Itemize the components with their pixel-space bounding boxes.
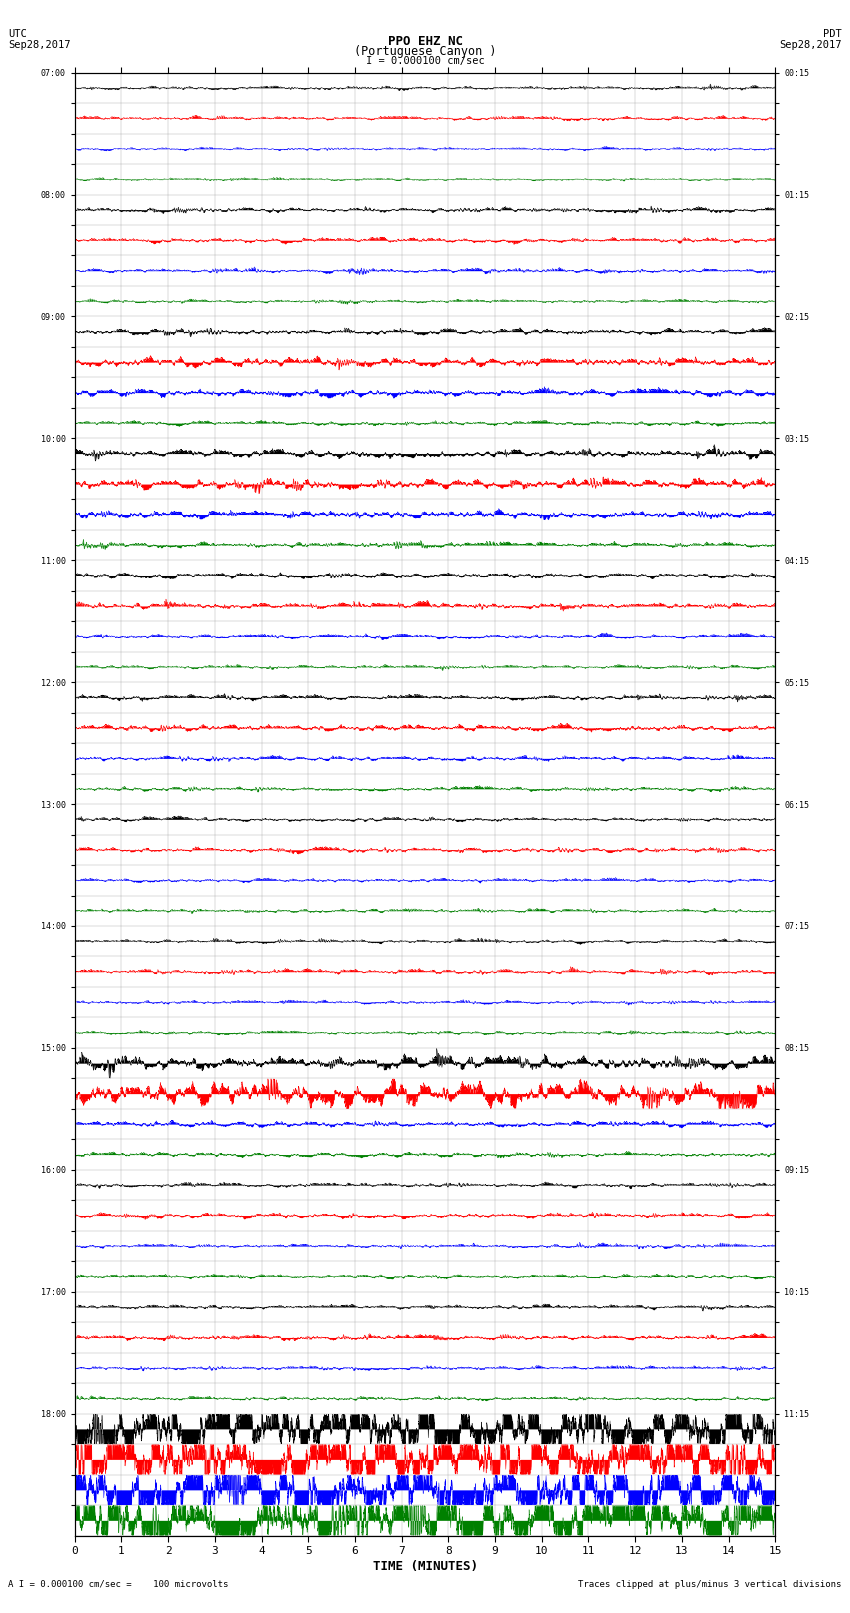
X-axis label: TIME (MINUTES): TIME (MINUTES): [372, 1560, 478, 1573]
Text: A I = 0.000100 cm/sec =    100 microvolts: A I = 0.000100 cm/sec = 100 microvolts: [8, 1579, 229, 1589]
Text: UTC: UTC: [8, 29, 27, 39]
Text: (Portuguese Canyon ): (Portuguese Canyon ): [354, 45, 496, 58]
Text: PPO EHZ NC: PPO EHZ NC: [388, 35, 462, 48]
Text: Sep28,2017: Sep28,2017: [779, 40, 842, 50]
Text: Traces clipped at plus/minus 3 vertical divisions: Traces clipped at plus/minus 3 vertical …: [578, 1579, 842, 1589]
Text: I = 0.000100 cm/sec: I = 0.000100 cm/sec: [366, 56, 484, 66]
Text: PDT: PDT: [823, 29, 842, 39]
Text: Sep28,2017: Sep28,2017: [8, 40, 71, 50]
